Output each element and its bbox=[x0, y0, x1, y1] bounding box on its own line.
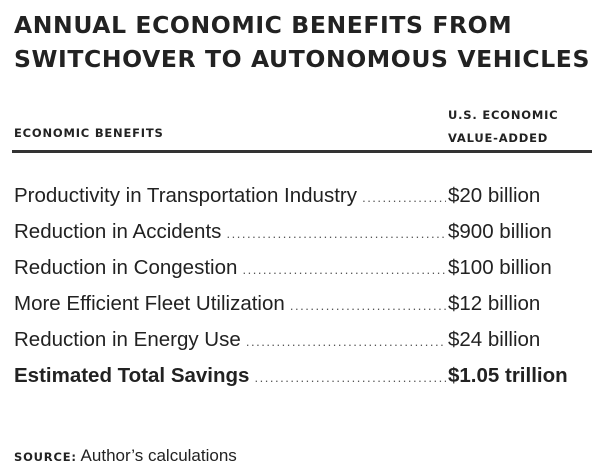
row-label: Productivity in Transportation Industry bbox=[14, 178, 446, 216]
table-row: Reduction in Energy Use $24 billion bbox=[14, 322, 582, 358]
title-line-1: ANNUAL ECONOMIC BENEFITS FROM bbox=[14, 11, 513, 39]
total-row: Estimated Total Savings $1.05 trillion bbox=[14, 358, 582, 394]
table-row: More Efficient Fleet Utilization $12 bil… bbox=[14, 286, 582, 322]
column-header-value: U.S. ECONOMIC VALUE-ADDED bbox=[448, 104, 558, 150]
row-label: More Efficient Fleet Utilization bbox=[14, 286, 446, 324]
source-text: Author’s calculations bbox=[80, 446, 237, 465]
source-note: SOURCE: Author’s calculations bbox=[14, 446, 237, 466]
row-label: Reduction in Energy Use bbox=[14, 322, 446, 360]
table-row: Reduction in Congestion $100 billion bbox=[14, 250, 582, 286]
row-label: Reduction in Accidents bbox=[14, 214, 446, 252]
total-label: Estimated Total Savings bbox=[14, 358, 446, 396]
column-header-value-line-2: VALUE-ADDED bbox=[448, 131, 549, 145]
source-label: SOURCE: bbox=[14, 450, 77, 464]
column-header-benefits: ECONOMIC BENEFITS bbox=[14, 126, 164, 140]
row-value: $20 billion bbox=[448, 184, 541, 207]
total-value: $1.05 trillion bbox=[448, 364, 568, 387]
table-title: ANNUAL ECONOMIC BENEFITS FROM SWITCHOVER… bbox=[14, 8, 590, 76]
row-value: $24 billion bbox=[448, 328, 541, 351]
table-row: Productivity in Transportation Industry … bbox=[14, 178, 582, 214]
table-row: Reduction in Accidents $900 billion bbox=[14, 214, 582, 250]
column-header-value-line-1: U.S. ECONOMIC bbox=[448, 108, 559, 122]
row-label: Reduction in Congestion bbox=[14, 250, 446, 288]
benefits-table: Productivity in Transportation Industry … bbox=[14, 178, 582, 394]
title-line-2: SWITCHOVER TO AUTONOMOUS VEHICLES bbox=[14, 45, 590, 73]
row-value: $12 billion bbox=[448, 292, 541, 315]
row-value: $900 billion bbox=[448, 220, 552, 243]
header-divider bbox=[12, 150, 592, 153]
row-value: $100 billion bbox=[448, 256, 552, 279]
